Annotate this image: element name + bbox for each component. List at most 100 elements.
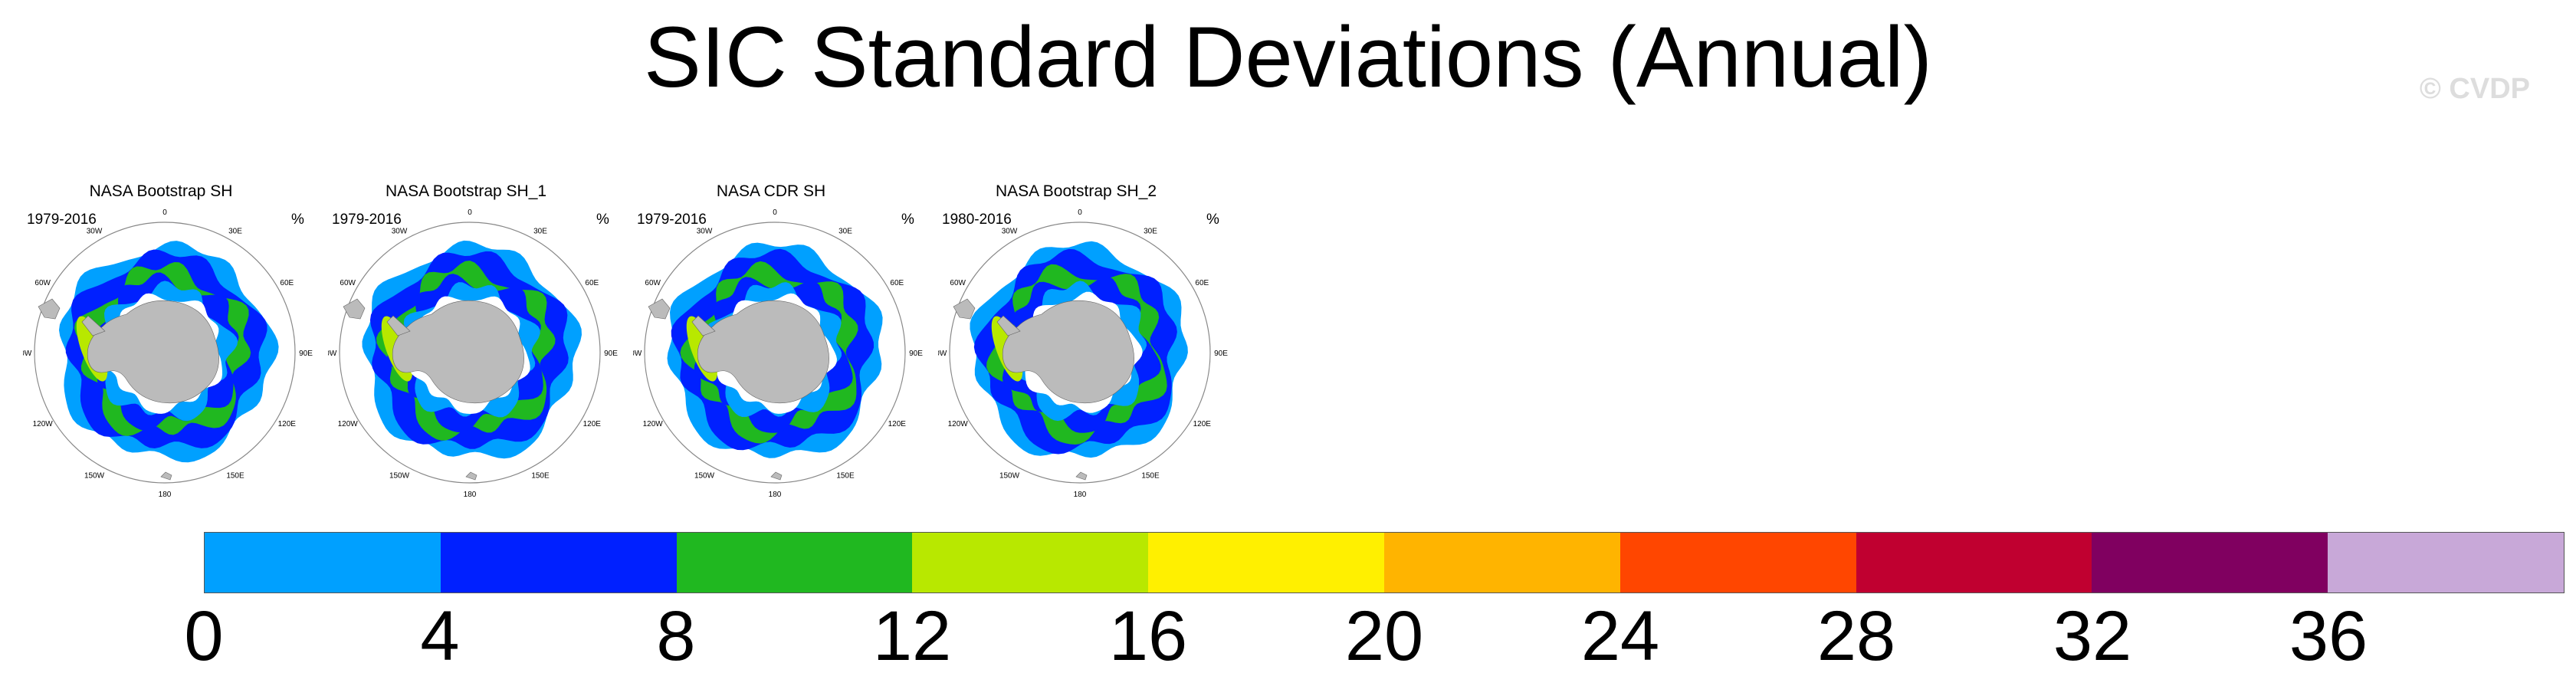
- polar-map: 0 30E 60E 90E 120E 150E 180 150W 120W 90W 60W 30W: [938, 208, 1228, 498]
- colorbar: [204, 532, 2565, 593]
- colorbar-segment: [676, 533, 913, 592]
- colorbar-tick-label: 36: [2289, 597, 2368, 675]
- longitude-label: 60W: [950, 279, 966, 287]
- antarctic-peninsula: [691, 315, 716, 336]
- colorbar-segment: [2328, 533, 2564, 592]
- longitude-label: 120W: [33, 420, 54, 428]
- longitude-label: 60E: [585, 279, 599, 287]
- colorbar-tick-label: 28: [1816, 597, 1896, 675]
- longitude-label: 120W: [948, 420, 969, 428]
- panel-title: NASA CDR SH: [716, 182, 826, 200]
- panel-title: NASA Bootstrap SH_1: [385, 182, 547, 200]
- colorbar-segment: [1619, 533, 1856, 592]
- panel-period: 1979-2016: [27, 212, 97, 228]
- longitude-label: 0: [468, 208, 472, 217]
- panel-units: %: [901, 212, 914, 228]
- longitude-label: 60E: [890, 279, 904, 287]
- south-america-tip: [648, 298, 671, 320]
- colorbar-segment: [912, 533, 1149, 592]
- colorbar-tick-label: 8: [656, 597, 696, 675]
- longitude-label: 150E: [836, 471, 855, 480]
- colorbar-tick-label: 4: [420, 597, 460, 675]
- colorbar-tick-label: 24: [1580, 597, 1660, 675]
- longitude-label: 30E: [1144, 228, 1157, 236]
- new-zealand-outline: [465, 471, 477, 481]
- longitude-label: 30E: [533, 228, 547, 236]
- panel-period: 1980-2016: [942, 212, 1012, 228]
- longitude-label: 60E: [1195, 279, 1209, 287]
- colorbar-segment: [1148, 533, 1384, 592]
- map-panel: NASA Bootstrap SH_2 1980-2016 % 0 30E 60E 9…: [938, 176, 1245, 498]
- longitude-label: 120E: [888, 420, 907, 428]
- longitude-label: 120W: [338, 420, 359, 428]
- longitude-label: 120E: [278, 420, 297, 428]
- longitude-label: 150W: [694, 471, 715, 480]
- longitude-label: 150E: [1141, 471, 1160, 480]
- map-panel: NASA Bootstrap SH 1979-2016 % 0 30E 60E 90E…: [23, 176, 330, 498]
- longitude-label: 30W: [392, 228, 408, 236]
- longitude-label: 30W: [1002, 228, 1018, 236]
- antarctic-peninsula: [386, 315, 411, 336]
- longitude-label: 90E: [1214, 350, 1228, 358]
- panel-title: NASA Bootstrap SH: [89, 182, 233, 200]
- new-zealand-outline: [1075, 471, 1088, 481]
- antarctica-landmass: [1002, 300, 1134, 404]
- longitude-label: 60W: [645, 279, 661, 287]
- polar-map: 0 30E 60E 90E 120E 150E 180 150W 120W 90W 60W 30W: [328, 208, 618, 498]
- south-america-tip: [343, 298, 366, 320]
- longitude-label: 90W: [23, 350, 32, 358]
- longitude-label: 30E: [838, 228, 852, 236]
- map-panel: NASA Bootstrap SH_1 1979-2016 % 0 30E 60E 9…: [328, 176, 635, 498]
- longitude-label: 90W: [938, 350, 947, 358]
- longitude-label: 90E: [299, 350, 313, 358]
- longitude-label: 30E: [228, 228, 242, 236]
- longitude-label: 120E: [1193, 420, 1212, 428]
- longitude-label: 0: [1078, 208, 1082, 217]
- longitude-label: 180: [1074, 491, 1087, 498]
- longitude-label: 30W: [87, 228, 103, 236]
- antarctic-peninsula: [996, 315, 1021, 336]
- south-america-tip: [38, 298, 61, 320]
- panel-units: %: [1206, 212, 1219, 228]
- longitude-label: 60E: [280, 279, 294, 287]
- antarctic-peninsula: [81, 315, 106, 336]
- longitude-label: 0: [773, 208, 777, 217]
- colorbar-segment: [2092, 533, 2328, 592]
- panel-title: NASA Bootstrap SH_2: [995, 182, 1157, 200]
- longitude-label: 150W: [999, 471, 1020, 480]
- longitude-label: 150E: [226, 471, 244, 480]
- longitude-label: 90E: [909, 350, 923, 358]
- colorbar-segment: [1856, 533, 2092, 592]
- longitude-label: 150E: [531, 471, 550, 480]
- longitude-label: 180: [769, 491, 782, 498]
- longitude-label: 90W: [633, 350, 642, 358]
- longitude-label: 90W: [328, 350, 337, 358]
- longitude-label: 150W: [389, 471, 410, 480]
- figure-title: SIC Standard Deviations (Annual): [644, 9, 1932, 105]
- longitude-label: 150W: [84, 471, 105, 480]
- cvdp-watermark: © CVDP: [2419, 73, 2530, 105]
- south-america-tip: [953, 298, 976, 320]
- colorbar-segment: [205, 533, 441, 592]
- colorbar-tick-label: 16: [1108, 597, 1188, 675]
- longitude-label: 180: [159, 491, 172, 498]
- longitude-label: 60W: [340, 279, 356, 287]
- longitude-label: 120W: [643, 420, 664, 428]
- map-panel: NASA CDR SH 1979-2016 % 0 30E 60E 90E 120E 15…: [633, 176, 940, 498]
- antarctica-landmass: [87, 300, 219, 404]
- colorbar-segment: [1383, 533, 1620, 592]
- colorbar-tick-label: 0: [184, 597, 224, 675]
- longitude-label: 180: [464, 491, 477, 498]
- colorbar-tick-label: 20: [1344, 597, 1424, 675]
- panel-period: 1979-2016: [332, 212, 402, 228]
- longitude-label: 60W: [34, 279, 51, 287]
- antarctica-landmass: [697, 300, 829, 404]
- longitude-label: 30W: [697, 228, 713, 236]
- longitude-label: 90E: [604, 350, 618, 358]
- panel-units: %: [596, 212, 609, 228]
- polar-map: 0 30E 60E 90E 120E 150E 180 150W 120W 90W 60W 30W: [633, 208, 923, 498]
- new-zealand-outline: [770, 471, 783, 481]
- antarctica-landmass: [392, 300, 524, 404]
- longitude-label: 0: [162, 208, 167, 217]
- longitude-label: 120E: [583, 420, 602, 428]
